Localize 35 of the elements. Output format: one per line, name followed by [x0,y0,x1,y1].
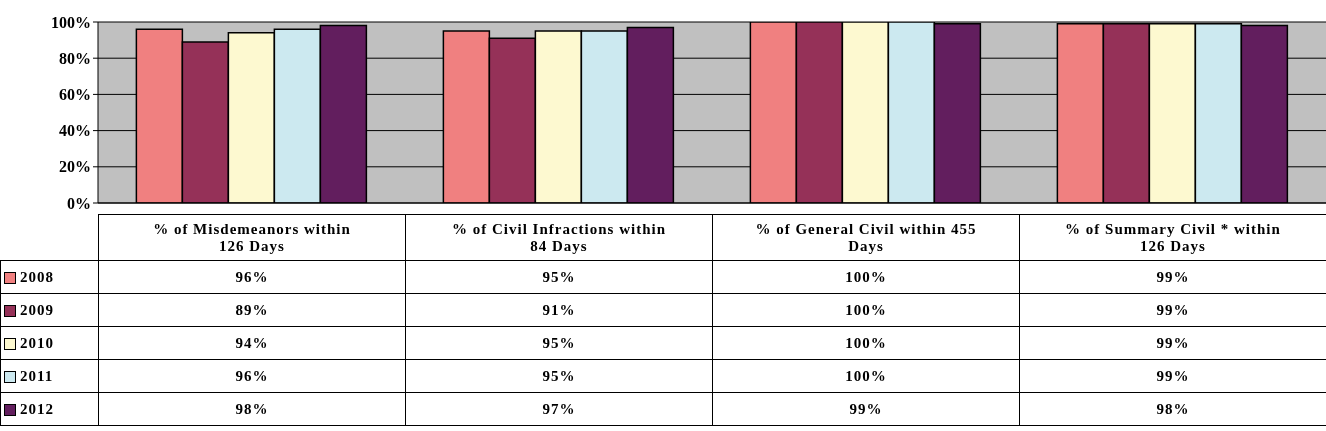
x-tick-label: % of Summary Civil * within 126 Days [1019,214,1326,261]
legend-label: 2012 [20,401,54,418]
legend-label: 2009 [20,302,54,319]
data-label: 99% [1019,359,1326,393]
data-label: 100% [712,293,1020,327]
data-label: 95% [405,260,713,294]
y-tick-label: 0% [67,194,91,212]
y-tick-label: 80% [59,49,91,67]
y-tick-label: 100% [51,13,91,31]
data-label: 98% [98,392,406,426]
data-label: 99% [1019,293,1326,327]
x-tick-label: % of Civil Infractions within 84 Days [405,214,713,261]
data-label: 96% [98,359,406,393]
y-tick-label: 60% [59,86,91,104]
x-tick-label: % of General Civil within 455 Days [712,214,1020,261]
legend-label: 2011 [20,368,54,385]
data-label: 98% [1019,392,1326,426]
data-label: 95% [405,359,713,393]
data-label: 99% [1019,326,1326,360]
data-label: 97% [405,392,713,426]
legend-label: 2008 [20,269,54,286]
data-label: 100% [712,326,1020,360]
y-tick-label: 40% [59,122,91,140]
data-label: 89% [98,293,406,327]
legend-label: 2010 [20,335,54,352]
y-tick-label: 20% [59,158,91,176]
data-label: 100% [712,359,1020,393]
x-tick-label: % of Misdemeanors within 126 Days [98,214,406,261]
data-label: 94% [98,326,406,360]
data-label: 96% [98,260,406,294]
data-label: 99% [1019,260,1326,294]
data-label: 100% [712,260,1020,294]
data-label: 99% [712,392,1020,426]
data-label: 95% [405,326,713,360]
data-label: 91% [405,293,713,327]
